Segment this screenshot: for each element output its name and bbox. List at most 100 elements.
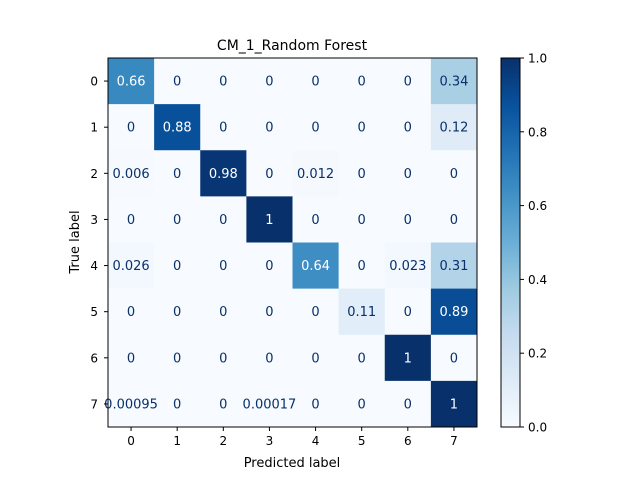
cell-value-label: 0 [173,351,181,366]
x-tick-label: 1 [173,434,181,448]
cell-value-label: 0 [311,397,319,412]
heatmap-cell [292,58,340,105]
cell-value-label: 1 [404,351,412,366]
colorbar [500,57,521,428]
heatmap-cell [154,242,201,290]
cell-value-label: 0.026 [112,259,149,274]
x-tick-label: 0 [127,434,135,448]
cell-value-label: 1 [450,397,458,412]
heatmap-cell [200,104,247,151]
x-axis-ticks: 0 1 2 3 4 5 6 7 [127,427,458,448]
cell-value-label: 0.98 [209,167,238,182]
cell-value-label: 0 [173,213,181,228]
heatmap-cell [338,288,386,336]
cell-value-label: 0 [219,305,227,320]
heatmap-cell [200,380,247,428]
heatmap-cell [384,150,432,197]
cell-value-label: 0 [265,121,273,136]
heatmap-cell [338,242,386,290]
heatmap-cell [200,242,247,290]
cell-value-label: 1 [265,213,273,228]
heatmap-cell [246,288,293,336]
cell-value-label: 0.00095 [104,397,158,412]
cell-value-label: 0.11 [347,305,376,320]
colorbar-tick-label: 0.4 [528,273,547,287]
y-tick-label: 3 [90,213,98,227]
cell-value-label: 0 [173,305,181,320]
cell-value-label: 0 [358,259,366,274]
heatmap-cell [430,58,478,105]
cell-value-label: 0 [219,75,227,90]
cell-value-label: 0.023 [389,259,426,274]
cell-value-label: 0.66 [117,75,146,90]
cell-value-label: 0 [358,121,366,136]
heatmap-cell [108,104,155,151]
cell-value-label: 0 [404,397,412,412]
cell-value-label: 0 [311,75,319,90]
cell-value-label: 0 [173,167,181,182]
heatmap-cell [384,104,432,151]
heatmap-cells [108,58,478,428]
y-tick-label: 1 [90,121,98,135]
heatmap-cell [246,58,293,105]
cell-value-label: 0.64 [301,259,330,274]
cell-value-label: 0 [219,121,227,136]
cell-value-label: 0 [450,167,458,182]
heatmap-cell [108,334,155,382]
heatmap-cell [384,196,432,243]
x-tick-label: 3 [266,434,274,448]
heatmap-cell [338,334,386,382]
cell-value-label: 0 [358,213,366,228]
heatmap-cell [246,242,293,290]
cell-value-label: 0 [358,167,366,182]
heatmap-cell [338,196,386,243]
colorbar-tick-label: 0.6 [528,199,547,213]
cell-value-label: 0 [265,167,273,182]
heatmap-cell [338,58,386,105]
heatmap-cell [430,150,478,197]
heatmap-cell [246,380,293,428]
heatmap-cell [430,334,478,382]
x-tick-label: 5 [358,434,366,448]
cell-value-label: 0 [265,75,273,90]
heatmap-cell [154,380,201,428]
cell-value-label: 0 [127,121,135,136]
heatmap-cell [246,104,293,151]
cell-value-label: 0.31 [439,259,468,274]
heatmap-cell [430,380,478,428]
heatmap-cell [108,242,155,290]
heatmap-cell [384,58,432,105]
cell-value-label: 0.12 [439,121,468,136]
heatmap-cell [292,288,340,336]
y-tick-label: 7 [90,397,98,411]
heatmap-cell [154,104,201,151]
y-tick-label: 0 [90,75,98,89]
cell-value-label: 0 [404,213,412,228]
cell-value-label: 0 [311,305,319,320]
cell-value-label: 0 [311,213,319,228]
heatmap-cell [292,196,340,243]
heatmap-cell [108,196,155,243]
heatmap-cell [108,150,155,197]
cell-value-label: 0 [311,121,319,136]
y-axis-label: True label [68,210,83,274]
cell-value-label: 0.012 [297,167,334,182]
cell-value-label: 0 [173,397,181,412]
cell-value-label: 0 [265,259,273,274]
cell-value-label: 0 [450,213,458,228]
cell-value-label: 0 [404,121,412,136]
y-tick-label: 5 [90,305,98,319]
colorbar-tick-label: 0.0 [528,421,547,435]
cell-value-label: 0 [219,259,227,274]
heatmap-cell [384,380,432,428]
cell-value-label: 0 [450,351,458,366]
cell-value-label: 0.89 [439,305,468,320]
heatmap-cell [430,196,478,243]
colorbar-tick-label: 0.2 [528,347,547,361]
heatmap-cell [200,150,247,197]
heatmap-cell [200,58,247,105]
colorbar-tick-label: 1.0 [528,52,547,66]
cell-value-label: 0.006 [112,167,149,182]
cell-value-label: 0 [358,397,366,412]
cell-value-label: 0 [173,259,181,274]
